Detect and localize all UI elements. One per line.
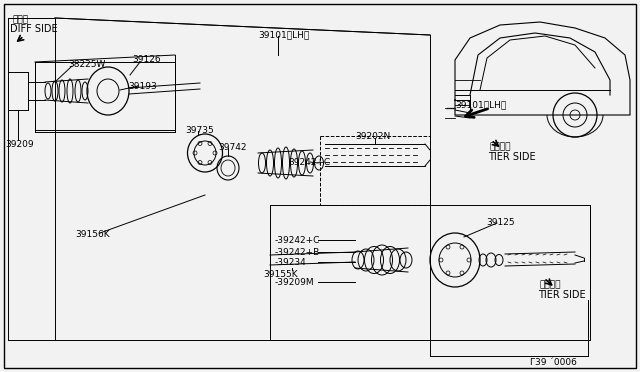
Text: 39125: 39125: [486, 218, 515, 227]
Text: -39242+C: -39242+C: [275, 236, 321, 245]
Text: 39155K: 39155K: [263, 270, 298, 279]
Text: -39209M: -39209M: [275, 278, 315, 287]
Text: DIFF SIDE: DIFF SIDE: [10, 24, 58, 34]
Text: 39101（LH）: 39101（LH）: [455, 100, 506, 109]
Text: -39234: -39234: [275, 258, 307, 267]
Text: 39126: 39126: [132, 55, 161, 64]
Text: 39156K: 39156K: [75, 230, 109, 239]
Text: 39202N: 39202N: [355, 132, 390, 141]
Text: 39193: 39193: [128, 82, 157, 91]
Text: TIER SIDE: TIER SIDE: [538, 290, 586, 300]
Text: 38225W: 38225W: [68, 60, 106, 69]
Text: タイヤ側: タイヤ側: [540, 280, 561, 289]
Text: -39242+B: -39242+B: [275, 248, 320, 257]
Text: 39242+C: 39242+C: [288, 158, 330, 167]
Text: 39742: 39742: [218, 143, 246, 152]
Text: 39209: 39209: [5, 140, 34, 149]
Text: 39735: 39735: [185, 126, 214, 135]
Text: タイヤ側: タイヤ側: [490, 142, 511, 151]
Text: Γ39 ´0006: Γ39 ´0006: [530, 358, 577, 367]
Text: TIER SIDE: TIER SIDE: [488, 152, 536, 162]
Text: 39101（LH）: 39101（LH）: [258, 30, 309, 39]
Text: デフ側: デフ側: [12, 15, 28, 24]
